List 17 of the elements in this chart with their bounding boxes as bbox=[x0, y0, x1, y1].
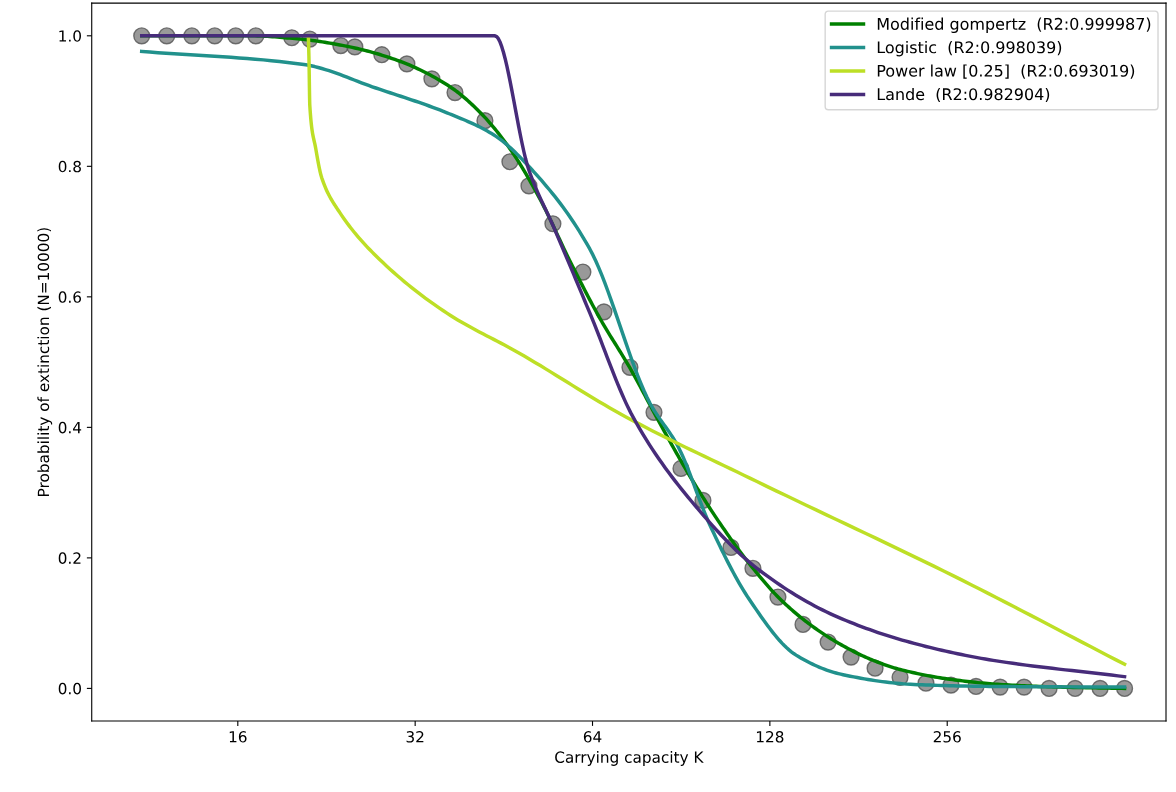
y-axis-title: Probability of extinction (N=10000) bbox=[37, 228, 53, 496]
x-tick-label: 64 bbox=[583, 731, 602, 743]
y-tick-label: 0.6 bbox=[58, 291, 82, 303]
y-tick-label: 1.0 bbox=[59, 30, 81, 42]
x-tick-label: 16 bbox=[229, 731, 247, 743]
y-tick-label: 0.4 bbox=[58, 421, 82, 434]
y-tick-label: 0.2 bbox=[58, 552, 81, 564]
y-tick-label: 0.8 bbox=[58, 160, 81, 173]
x-tick-label: 128 bbox=[756, 731, 784, 743]
x-tick-label: 256 bbox=[933, 731, 961, 743]
legend-label: Power law [0.25] (R2:0.693019) bbox=[877, 64, 1135, 79]
x-axis-title: Carrying capacity K bbox=[555, 751, 704, 766]
legend-label: Logistic (R2:0.998039) bbox=[877, 40, 1062, 57]
x-tick-label: 32 bbox=[406, 731, 424, 743]
y-tick-label: 0.0 bbox=[58, 682, 81, 695]
legend-label: Modified gompertz (R2:0.999987) bbox=[877, 17, 1151, 33]
legend-label: Lande (R2:0.982904) bbox=[877, 87, 1050, 103]
